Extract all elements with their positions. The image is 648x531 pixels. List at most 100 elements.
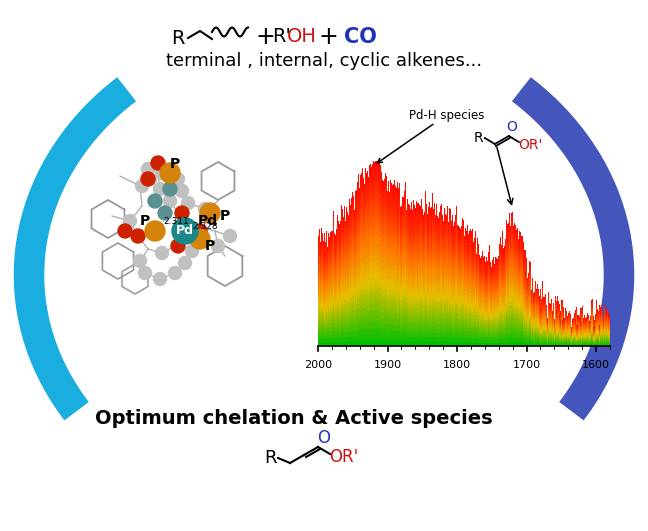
- Polygon shape: [391, 210, 392, 216]
- Polygon shape: [415, 277, 416, 282]
- Polygon shape: [483, 281, 484, 284]
- Polygon shape: [350, 332, 351, 337]
- Polygon shape: [553, 323, 554, 324]
- Polygon shape: [347, 337, 348, 341]
- Polygon shape: [606, 331, 607, 332]
- Polygon shape: [565, 323, 566, 324]
- Polygon shape: [580, 321, 581, 322]
- Polygon shape: [384, 296, 385, 302]
- Polygon shape: [336, 307, 337, 311]
- Polygon shape: [572, 340, 573, 341]
- Polygon shape: [558, 323, 559, 324]
- Polygon shape: [467, 240, 468, 243]
- Polygon shape: [326, 301, 327, 304]
- Polygon shape: [551, 303, 552, 305]
- Polygon shape: [377, 185, 378, 191]
- Polygon shape: [507, 280, 508, 284]
- Polygon shape: [436, 332, 437, 337]
- Polygon shape: [459, 275, 460, 278]
- Polygon shape: [608, 335, 609, 336]
- Polygon shape: [338, 225, 339, 229]
- Polygon shape: [367, 335, 368, 340]
- Polygon shape: [439, 275, 440, 279]
- Polygon shape: [409, 299, 410, 304]
- Polygon shape: [416, 211, 417, 216]
- Polygon shape: [459, 278, 460, 282]
- Polygon shape: [379, 309, 380, 315]
- Polygon shape: [472, 251, 473, 254]
- Polygon shape: [547, 321, 548, 322]
- Polygon shape: [403, 242, 404, 246]
- Polygon shape: [464, 292, 465, 295]
- Polygon shape: [366, 184, 367, 190]
- Polygon shape: [526, 314, 527, 316]
- Polygon shape: [514, 235, 515, 239]
- Polygon shape: [340, 279, 341, 284]
- Polygon shape: [538, 296, 539, 298]
- Polygon shape: [473, 259, 474, 263]
- Polygon shape: [399, 254, 400, 259]
- Polygon shape: [586, 342, 587, 343]
- Polygon shape: [408, 290, 410, 294]
- Polygon shape: [515, 265, 516, 269]
- Polygon shape: [370, 164, 371, 170]
- Polygon shape: [389, 238, 390, 243]
- Polygon shape: [504, 258, 505, 261]
- Polygon shape: [570, 324, 571, 326]
- Polygon shape: [541, 310, 542, 312]
- Polygon shape: [527, 292, 528, 294]
- Polygon shape: [502, 327, 503, 330]
- Polygon shape: [434, 307, 435, 311]
- Polygon shape: [439, 288, 440, 293]
- Polygon shape: [426, 225, 427, 229]
- Polygon shape: [365, 203, 366, 209]
- Polygon shape: [451, 292, 452, 296]
- Polygon shape: [588, 331, 589, 332]
- Polygon shape: [556, 322, 557, 323]
- Polygon shape: [534, 340, 535, 342]
- Polygon shape: [346, 332, 347, 337]
- Polygon shape: [575, 327, 576, 328]
- Polygon shape: [414, 215, 415, 219]
- Polygon shape: [381, 288, 382, 294]
- Polygon shape: [594, 339, 595, 340]
- Polygon shape: [428, 282, 429, 286]
- Polygon shape: [447, 262, 448, 266]
- Polygon shape: [408, 337, 409, 341]
- Polygon shape: [442, 330, 443, 334]
- Polygon shape: [384, 302, 385, 307]
- Polygon shape: [327, 290, 328, 293]
- Polygon shape: [502, 308, 503, 311]
- Polygon shape: [348, 244, 349, 248]
- Polygon shape: [588, 334, 589, 335]
- Polygon shape: [463, 247, 464, 251]
- Polygon shape: [383, 221, 384, 227]
- Polygon shape: [483, 293, 484, 295]
- Polygon shape: [377, 266, 378, 272]
- Polygon shape: [506, 270, 507, 275]
- Polygon shape: [475, 270, 476, 273]
- Polygon shape: [416, 308, 417, 313]
- Polygon shape: [462, 257, 463, 261]
- Polygon shape: [328, 231, 329, 235]
- Polygon shape: [377, 321, 378, 328]
- Polygon shape: [434, 315, 435, 320]
- Polygon shape: [494, 314, 495, 316]
- Polygon shape: [513, 314, 514, 318]
- Polygon shape: [391, 340, 392, 346]
- Polygon shape: [326, 318, 327, 321]
- Polygon shape: [552, 328, 553, 329]
- Polygon shape: [565, 320, 566, 321]
- Polygon shape: [522, 303, 523, 306]
- Polygon shape: [554, 329, 555, 330]
- Polygon shape: [390, 269, 391, 274]
- Polygon shape: [515, 302, 516, 305]
- Polygon shape: [375, 312, 376, 318]
- Polygon shape: [433, 222, 434, 226]
- Polygon shape: [324, 267, 325, 271]
- Polygon shape: [412, 312, 413, 316]
- Polygon shape: [510, 242, 511, 246]
- Polygon shape: [496, 305, 497, 308]
- Polygon shape: [557, 306, 558, 307]
- Polygon shape: [318, 280, 319, 284]
